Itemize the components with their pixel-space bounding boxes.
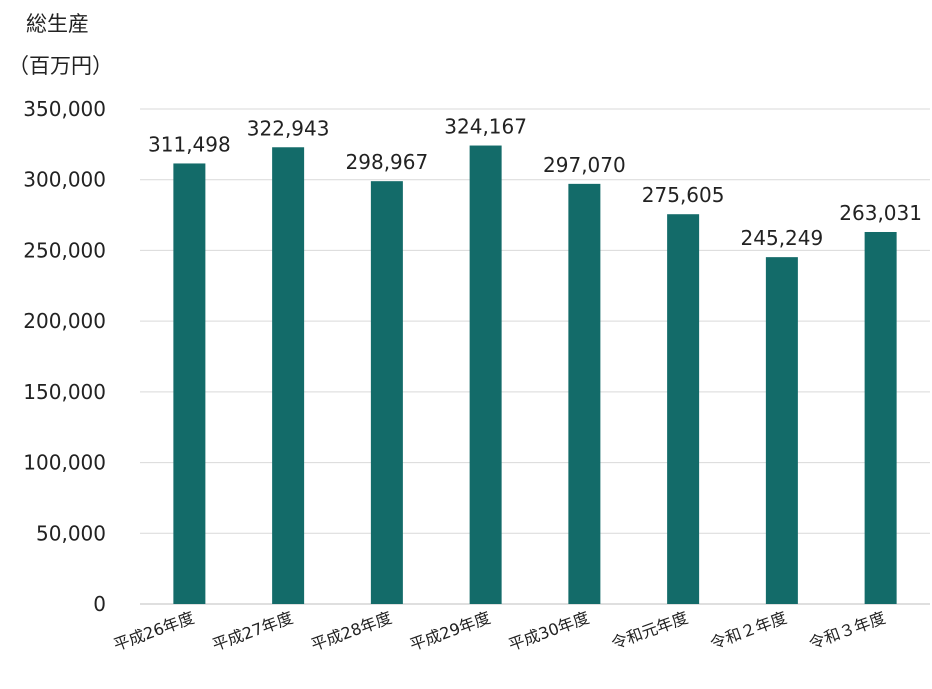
x-tick-label: 平成27年度 (210, 608, 296, 655)
data-label: 263,031 (839, 201, 922, 225)
data-label: 245,249 (741, 226, 824, 250)
y-axis-title-line2: （百万円） (8, 54, 113, 78)
x-tick-label: 令和２年度 (708, 608, 790, 653)
bar (568, 183, 601, 604)
y-tick-label: 250,000 (23, 238, 106, 262)
x-tick-label: 平成30年度 (506, 608, 592, 655)
data-label: 322,943 (247, 116, 330, 140)
data-label: 324,167 (444, 115, 527, 139)
y-tick-label: 300,000 (23, 168, 106, 192)
y-tick-label: 200,000 (23, 309, 106, 333)
data-label: 275,605 (642, 183, 725, 207)
y-tick-label: 0 (93, 592, 106, 616)
bar (173, 163, 206, 605)
x-tick-label: 平成26年度 (111, 608, 197, 655)
x-tick-label: 平成29年度 (407, 608, 493, 655)
y-axis-title-line1: 総生産 (26, 12, 89, 36)
y-tick-label: 350,000 (23, 97, 106, 121)
y-tick-label: 150,000 (23, 380, 106, 404)
x-tick-label: 令和３年度 (806, 608, 888, 653)
bar (272, 147, 305, 604)
x-tick-label: 令和元年度 (609, 608, 691, 653)
data-label: 297,070 (543, 153, 626, 177)
data-label: 298,967 (346, 150, 429, 174)
bar (765, 257, 798, 604)
x-tick-label: 平成28年度 (308, 608, 394, 655)
y-tick-label: 50,000 (36, 521, 106, 545)
bar (370, 181, 403, 605)
bar (667, 214, 700, 604)
bar (469, 145, 502, 604)
y-tick-label: 100,000 (23, 451, 106, 475)
bar (864, 231, 897, 604)
data-label: 311,498 (148, 132, 231, 156)
